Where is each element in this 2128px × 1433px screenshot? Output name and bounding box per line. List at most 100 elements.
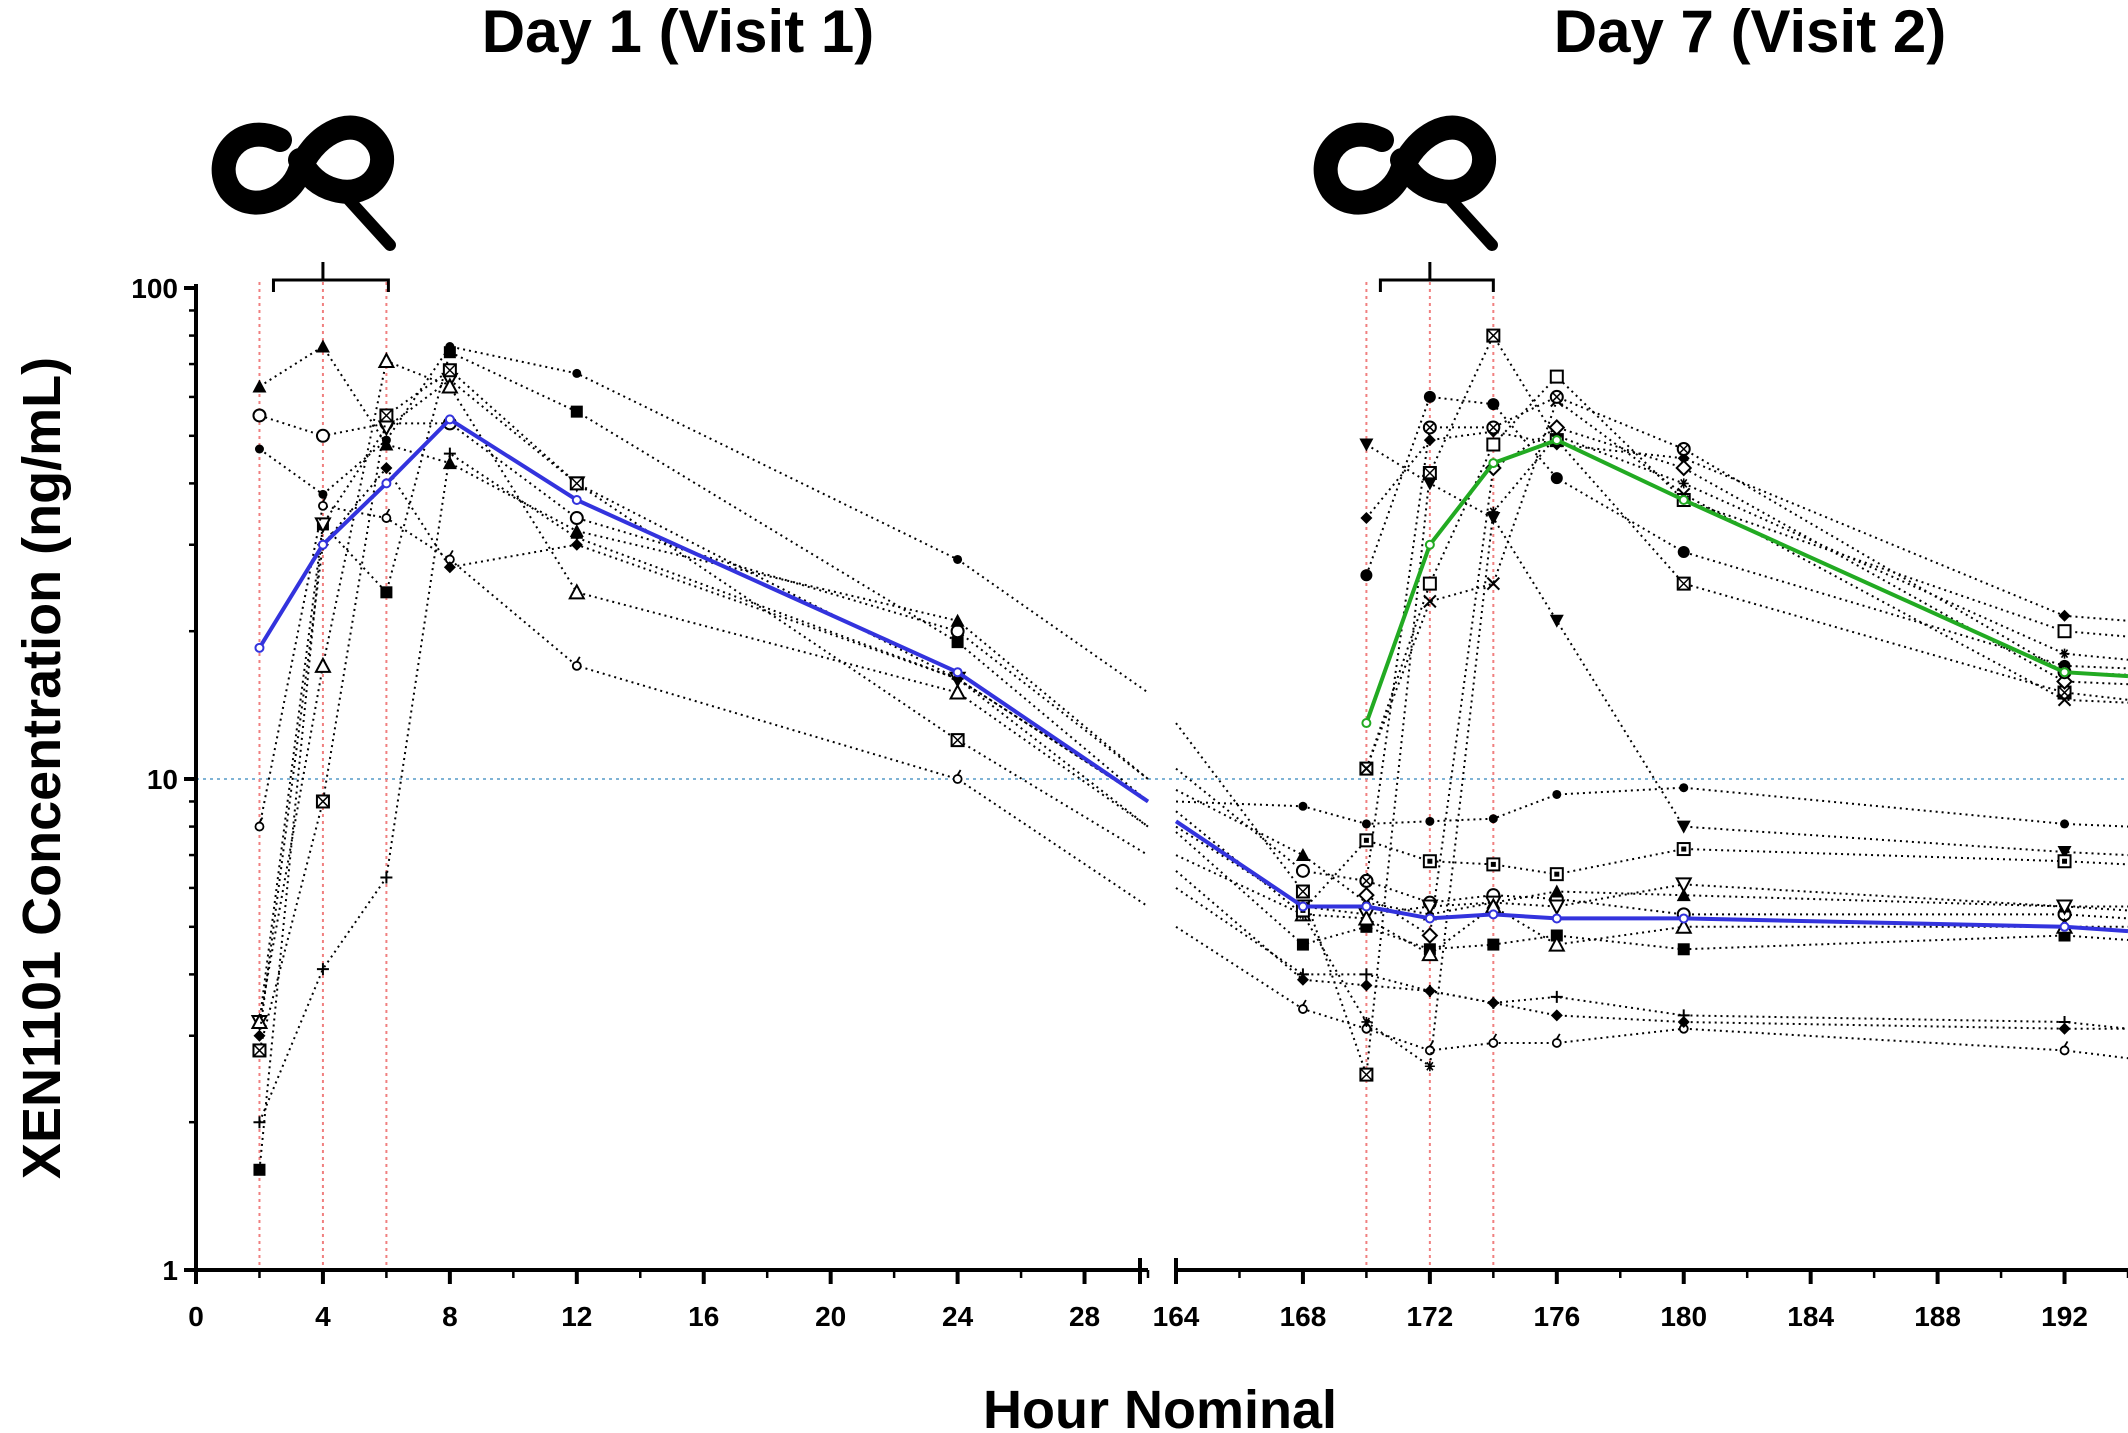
mean-series	[1361, 435, 2128, 729]
subject-series	[1359, 438, 2128, 860]
subject-line	[1175, 887, 2128, 1030]
data-point	[1422, 420, 1437, 435]
y-tick-label: 100	[131, 273, 178, 304]
data-point	[1487, 398, 1500, 411]
data-point	[1486, 512, 1501, 526]
data-point	[2059, 648, 2070, 659]
subject-series	[254, 496, 2128, 1060]
subject-series	[254, 342, 2128, 829]
data-point	[569, 523, 584, 537]
data-point	[381, 435, 391, 445]
data-point	[1488, 814, 1498, 824]
data-point	[250, 1012, 269, 1029]
data-point	[1421, 927, 1439, 944]
data-point	[1486, 857, 1501, 872]
mean-point	[1678, 495, 1689, 506]
data-point	[253, 1116, 266, 1129]
subject-line	[1365, 398, 2128, 769]
subject-line	[1365, 375, 2128, 769]
data-point	[377, 351, 396, 369]
y-axis-title: XEN1101 Concentration (ng/mL)	[12, 357, 72, 1179]
x-tick-label: 180	[1660, 1301, 1707, 1332]
subject-line	[258, 345, 1149, 694]
subject-series	[252, 328, 2128, 1082]
meal-icon	[211, 115, 396, 251]
data-point	[569, 476, 584, 491]
data-point	[1486, 328, 1501, 343]
mean-point	[1424, 913, 1435, 924]
data-point	[948, 683, 967, 700]
data-point	[953, 554, 963, 564]
x-tick-label: 172	[1407, 1301, 1454, 1332]
data-point	[381, 508, 392, 523]
data-point	[1550, 472, 1563, 485]
mean-line	[1364, 437, 2128, 724]
x-tick-label: 8	[442, 1301, 458, 1332]
data-point	[2057, 693, 2072, 707]
data-point	[316, 963, 329, 976]
data-point	[570, 405, 583, 418]
data-point	[1360, 968, 1373, 981]
data-point	[571, 656, 582, 671]
data-point	[950, 624, 965, 639]
data-point	[1549, 867, 1564, 882]
data-point	[1676, 576, 1691, 591]
data-point	[1359, 438, 1374, 452]
mean-point	[1297, 901, 1308, 912]
x-tick-label: 16	[688, 1301, 719, 1332]
data-point	[1423, 985, 1436, 998]
panel-title-day7: Day 7 (Visit 2)	[1554, 0, 1946, 65]
panel-title-day1: Day 1 (Visit 1)	[482, 0, 874, 65]
series-layer	[250, 328, 2128, 1176]
subject-line	[1175, 434, 2128, 1068]
data-point	[1424, 1061, 1435, 1072]
x-tick-label: 24	[942, 1301, 974, 1332]
data-point	[253, 1029, 266, 1042]
data-point	[1359, 873, 1374, 888]
mean-point	[2059, 921, 2070, 932]
data-point	[1548, 899, 1566, 916]
subject-line	[1175, 925, 2128, 1060]
subject-line	[258, 359, 1149, 1023]
data-point	[1298, 999, 1308, 1014]
y-tick-label: 1	[162, 1255, 178, 1286]
subject-line	[1365, 430, 2128, 622]
reference-layer	[196, 262, 2128, 1270]
data-point	[254, 817, 265, 832]
subject-line	[1175, 767, 2128, 920]
data-point	[1360, 569, 1373, 582]
data-point	[1421, 944, 1439, 962]
data-point	[1675, 459, 1693, 477]
data-point	[1295, 848, 1310, 862]
data-point	[1550, 990, 1563, 1003]
mean-point	[1488, 458, 1499, 469]
subject-line	[1365, 395, 2128, 882]
data-point	[1675, 877, 1693, 894]
data-point	[1548, 935, 1566, 952]
data-point	[1423, 594, 1437, 609]
data-point	[1676, 441, 1691, 456]
mean-point	[1424, 539, 1435, 550]
subject-line	[1365, 426, 2128, 938]
data-point	[1425, 816, 1435, 826]
dosing-bracket	[1378, 262, 1495, 292]
data-point	[2060, 819, 2070, 829]
subject-line	[1175, 825, 2128, 916]
y-tick-label: 10	[147, 764, 178, 795]
data-point	[443, 561, 456, 574]
data-point	[1298, 801, 1308, 811]
subject-series	[250, 351, 2128, 1029]
data-point	[952, 769, 963, 784]
data-point	[1550, 1009, 1563, 1022]
data-point	[253, 1163, 266, 1176]
data-point	[1549, 369, 1564, 384]
data-point	[1295, 884, 1310, 899]
dosing-icons-layer	[211, 115, 1498, 251]
subject-line	[1175, 870, 2128, 1030]
mean-point	[1361, 901, 1372, 912]
data-point	[1676, 820, 1691, 834]
data-point	[2059, 1040, 2070, 1056]
data-point	[252, 379, 267, 393]
subject-series	[1359, 393, 2128, 776]
